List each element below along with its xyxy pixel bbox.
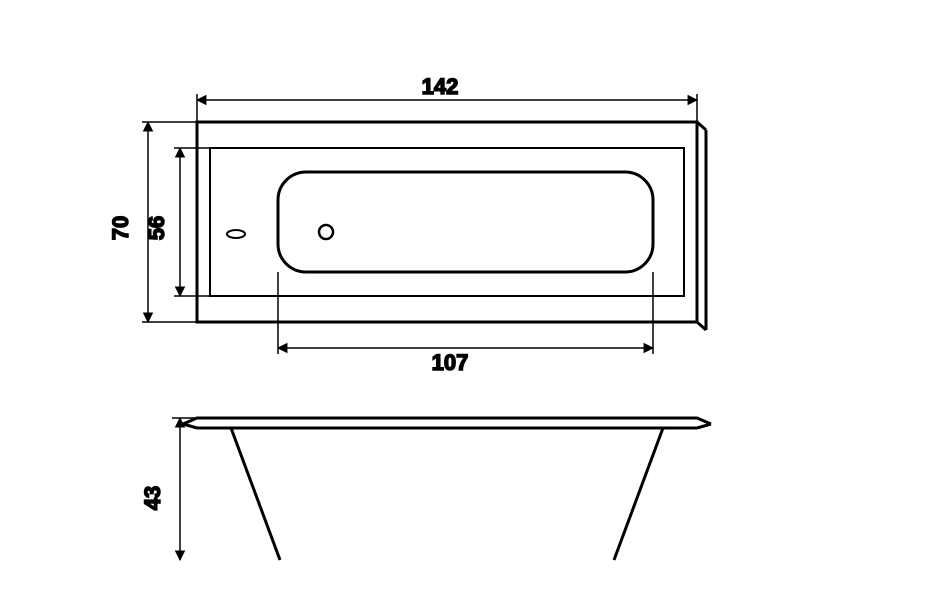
side-left-cap xyxy=(183,424,197,428)
dim-width-outer: 142 xyxy=(197,74,697,122)
dim-height-inner: 56 xyxy=(144,148,210,296)
dim-side-height-label: 43 xyxy=(140,486,165,510)
outer-rect xyxy=(197,122,697,322)
overflow-icon xyxy=(227,230,245,238)
top-view xyxy=(197,122,706,330)
side-right-body xyxy=(614,428,663,560)
side-right-cap xyxy=(697,424,711,428)
side-left-body xyxy=(231,428,280,560)
side-view xyxy=(183,418,711,560)
technical-drawing: 142 107 70 56 43 xyxy=(0,0,950,611)
dim-width-outer-label: 142 xyxy=(422,74,459,99)
side-top-outline xyxy=(183,418,711,424)
dim-height-outer-label: 70 xyxy=(108,216,133,240)
dim-height-inner-label: 56 xyxy=(144,216,169,240)
rim-rect xyxy=(210,148,684,296)
dim-side-height: 43 xyxy=(140,418,197,560)
dim-width-inner-label: 107 xyxy=(432,350,469,375)
basin-rect xyxy=(278,172,653,272)
drain-icon xyxy=(319,225,333,239)
